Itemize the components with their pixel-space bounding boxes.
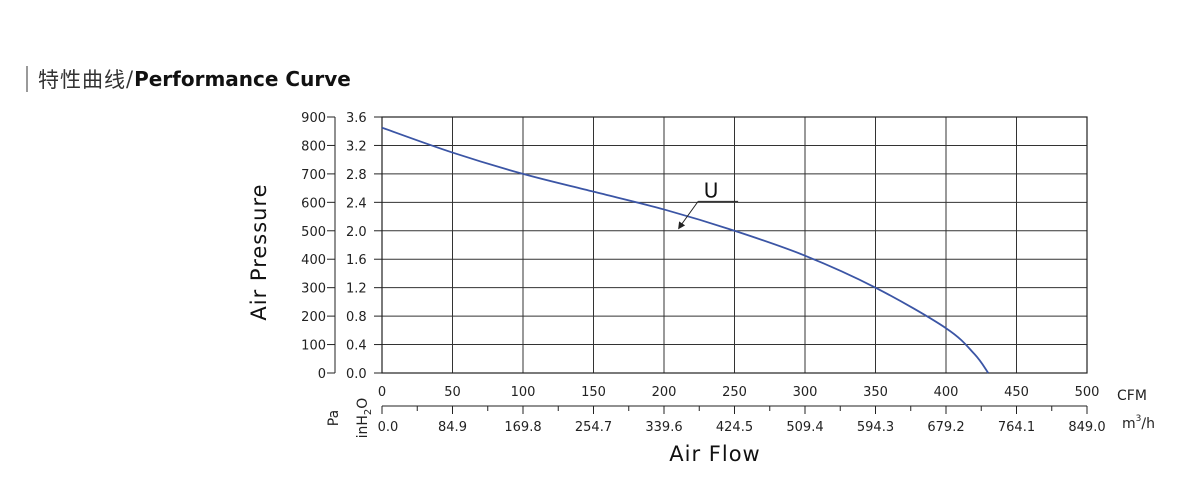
x-tick-label-cfm: 450 <box>1004 385 1029 400</box>
title-separator: / <box>126 67 135 91</box>
y-tick-label-pa: 800 <box>301 139 326 154</box>
y-tick-label-pa: 0 <box>318 367 326 382</box>
series-line-U <box>381 126 990 374</box>
x-unit-cfm: CFM <box>1117 388 1147 404</box>
title-bar: 特性曲线 / Performance Curve <box>26 66 351 92</box>
y-tick-label-pa: 200 <box>301 310 326 325</box>
y-tick-label-inh2o: 2.0 <box>346 225 367 240</box>
y-tick-label-inh2o: 0.0 <box>346 367 367 382</box>
y-tick-label-pa: 400 <box>301 253 326 268</box>
y-tick-label-inh2o: 0.4 <box>346 339 367 354</box>
x-tick-label-m3h: 679.2 <box>927 420 964 435</box>
x-axis-title: Air Flow <box>669 442 760 466</box>
y-tick-label-pa: 300 <box>301 282 326 297</box>
y-tick-label-pa: 100 <box>301 339 326 354</box>
y-tick-label-inh2o: 1.2 <box>346 282 367 297</box>
x-tick-label-cfm: 150 <box>581 385 606 400</box>
x-tick-label-cfm: 50 <box>444 385 461 400</box>
x-tick-label-m3h: 0.0 <box>378 420 399 435</box>
x-tick-label-cfm: 350 <box>863 385 888 400</box>
x-tick-label-cfm: 200 <box>652 385 677 400</box>
y-tick-label-inh2o: 2.8 <box>346 168 367 183</box>
y-tick-label-pa: 700 <box>301 168 326 183</box>
x-tick-label-m3h: 339.6 <box>645 420 682 435</box>
x-tick-label-cfm: 100 <box>511 385 536 400</box>
annotation-leader <box>679 201 699 227</box>
plot-frame <box>381 116 1088 374</box>
x-tick-label-m3h: 424.5 <box>716 420 753 435</box>
y-tick-label-inh2o: 3.2 <box>346 139 367 154</box>
y-tick-label-pa: 600 <box>301 196 326 211</box>
x-tick-label-cfm: 400 <box>934 385 959 400</box>
x-tick-label-m3h: 849.0 <box>1068 420 1105 435</box>
title-chinese: 特性曲线 <box>38 68 126 92</box>
x-tick-label-m3h: 254.7 <box>575 420 612 435</box>
x-tick-label-m3h: 84.9 <box>438 420 467 435</box>
y-axis-title: Air Pressure <box>247 183 271 320</box>
x-tick-label-cfm: 500 <box>1075 385 1100 400</box>
y-unit-pa: Pa <box>326 410 342 426</box>
x-tick-label-cfm: 250 <box>722 385 747 400</box>
y-tick-label-inh2o: 0.8 <box>346 310 367 325</box>
x-tick-label-m3h: 764.1 <box>998 420 1035 435</box>
x-tick-label-cfm: 0 <box>378 385 386 400</box>
x-tick-label-m3h: 594.3 <box>857 420 894 435</box>
title-english: Performance Curve <box>134 67 351 91</box>
y-unit-inh2o: inH2O <box>355 398 374 439</box>
y-tick-label-pa: 900 <box>301 111 326 126</box>
y-tick-label-pa: 500 <box>301 225 326 240</box>
x-tick-label-m3h: 169.8 <box>504 420 541 435</box>
annotation-label: U <box>704 178 719 202</box>
x-unit-m3h: m3/h <box>1122 414 1155 432</box>
y-tick-label-inh2o: 1.6 <box>346 253 367 268</box>
y-tick-label-inh2o: 3.6 <box>346 111 367 126</box>
y-tick-label-inh2o: 2.4 <box>346 196 367 211</box>
x-tick-label-m3h: 509.4 <box>786 420 823 435</box>
x-tick-label-cfm: 300 <box>793 385 818 400</box>
annotation-arrowhead <box>678 221 686 230</box>
